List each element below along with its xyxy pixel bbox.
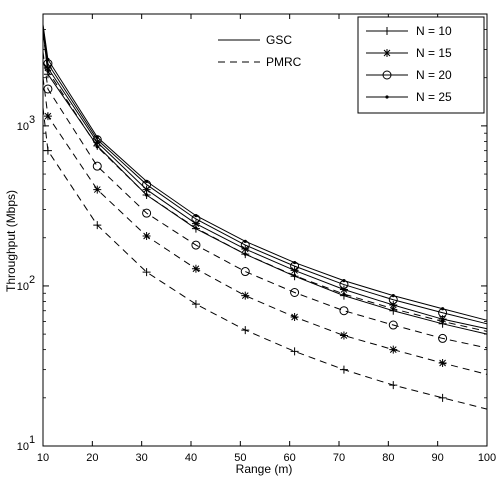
series-line [42, 51, 488, 349]
x-tick-label: 40 [185, 452, 197, 464]
marker-dot [243, 239, 247, 243]
marker-dot [342, 292, 346, 296]
x-tick-label: 60 [284, 452, 296, 464]
marker-dot [95, 145, 99, 149]
marker-dot [46, 69, 50, 73]
marker-star [389, 345, 398, 354]
legend-label: N = 15 [416, 46, 452, 60]
marker-dot [194, 226, 198, 230]
marker-dot [385, 95, 389, 99]
x-tick-label: 10 [37, 452, 49, 464]
marker-circle [290, 287, 300, 297]
x-tick-label: 80 [382, 452, 394, 464]
marker-star [389, 301, 398, 310]
marker-dot [342, 278, 346, 283]
marker-circle [388, 320, 398, 330]
marker-star [290, 312, 299, 321]
x-axis-label: Range (m) [236, 462, 293, 476]
marker-plus [241, 326, 250, 335]
y-tick-label: 10 [17, 441, 29, 453]
marker-star [383, 49, 391, 57]
marker-star [241, 291, 250, 300]
marker-dot [441, 319, 445, 324]
y-tick-exponent: 1 [29, 434, 35, 446]
marker-star [43, 112, 52, 121]
y-tick-exponent: 2 [29, 274, 35, 286]
marker-dot [293, 260, 297, 265]
marker-star [93, 138, 102, 147]
marker-dot [95, 135, 99, 139]
marker-circle [142, 208, 152, 218]
marker-star [339, 331, 348, 340]
x-tick-label: 20 [86, 452, 98, 464]
marker-circle [382, 70, 392, 80]
marker-dot [145, 179, 149, 183]
y-tick-label: 10 [17, 121, 29, 133]
marker-plus [383, 27, 391, 35]
y-tick-label: 10 [17, 281, 29, 293]
x-tick-label: 70 [333, 452, 345, 464]
marker-plus [93, 221, 102, 230]
marker-dot [194, 214, 198, 218]
marker-plus [191, 300, 200, 309]
marker-star [142, 185, 151, 194]
marker-plus [389, 381, 398, 390]
marker-dot [391, 294, 395, 298]
x-tick-label: 50 [234, 452, 246, 464]
marker-plus [438, 393, 447, 402]
marker-dot [145, 193, 149, 197]
x-tick-label: 100 [478, 452, 496, 464]
marker-star [438, 359, 447, 368]
marker-circle [438, 333, 448, 343]
legend-label: N = 20 [416, 68, 452, 82]
marker-dot [391, 307, 395, 311]
legend-label-pmrc: PMRC [266, 55, 302, 69]
y-axis-label: Throughput (Mbps) [4, 190, 18, 292]
y-tick-exponent: 3 [29, 114, 35, 126]
marker-plus [339, 365, 348, 374]
marker-circle [240, 267, 250, 277]
marker-circle [43, 84, 53, 94]
marker-star [93, 185, 102, 194]
marker-circle [191, 240, 201, 250]
legend-label: N = 25 [416, 90, 452, 104]
marker-plus [142, 268, 151, 277]
legend-label: N = 10 [416, 24, 452, 38]
marker-star [339, 285, 348, 294]
marker-star [438, 315, 447, 324]
x-tick-label: 90 [432, 452, 444, 464]
marker-dot [243, 252, 247, 256]
marker-circle [339, 306, 349, 316]
legend-label-gsc: GSC [266, 33, 292, 47]
marker-star [191, 264, 200, 273]
series-line [42, 26, 488, 325]
marker-plus [290, 347, 299, 356]
marker-dot [441, 307, 445, 311]
marker-dot [46, 57, 50, 62]
x-tick-label: 30 [136, 452, 148, 464]
marker-dot [293, 274, 297, 278]
series-line [42, 77, 488, 375]
marker-star [142, 232, 151, 241]
marker-circle [92, 161, 102, 171]
marker-star [191, 219, 200, 228]
